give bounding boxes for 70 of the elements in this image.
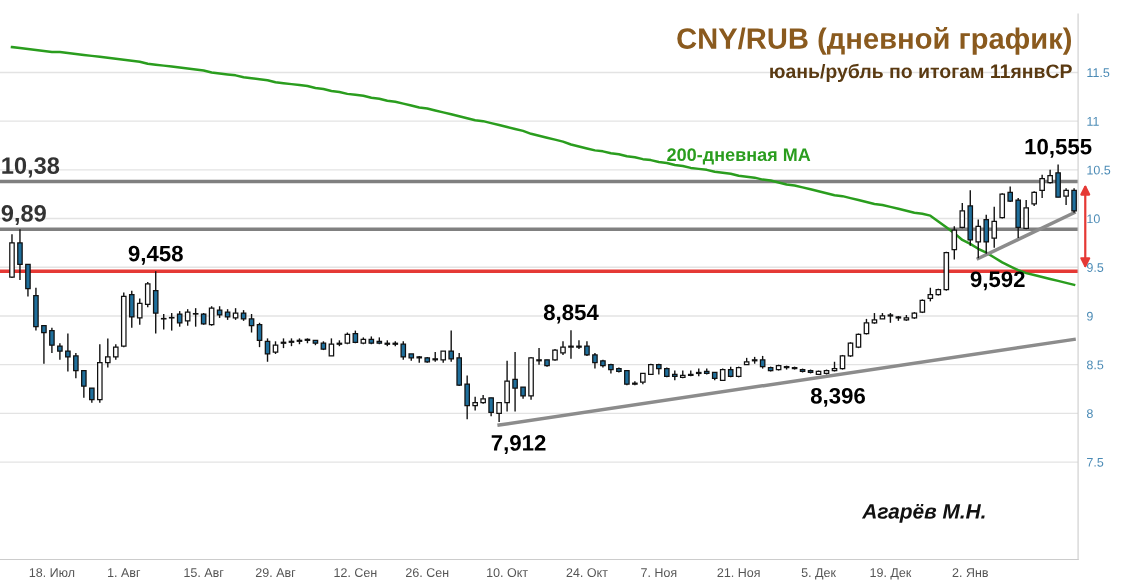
y-tick-label: 8 [1086, 409, 1093, 419]
candlestick [57, 342, 63, 361]
candlestick [81, 369, 87, 399]
candlestick [488, 397, 494, 418]
x-tick-label: 7. Ноя [641, 568, 677, 578]
series-label: 200-дневная MA [667, 148, 811, 165]
x-tick-label: 18. Июл [29, 568, 75, 578]
text: 7,912 [491, 435, 546, 454]
ref-line-label: 10,38 [2, 157, 60, 178]
candlestick [959, 202, 966, 229]
text: юань/рубль по итогам 11янвСР [770, 63, 1072, 83]
candlestick [65, 332, 71, 373]
candlestick [49, 326, 55, 354]
x-tick-label: 26. Сен [406, 568, 449, 578]
y-tick-label: 9.5 [1087, 263, 1104, 272]
candlestick [568, 329, 574, 360]
candlestick [576, 339, 582, 350]
candlestick [256, 322, 263, 348]
candlestick [1023, 199, 1029, 230]
x-tick-label: 5. Дек [801, 568, 836, 580]
candlestick [264, 337, 271, 363]
x-tick-label: 15. Авг [184, 568, 224, 578]
x-tick-label: 24. Окт [566, 568, 608, 578]
candlestick [144, 281, 151, 308]
x-tick-label: 19. Дек [870, 568, 912, 580]
candlestick [472, 396, 478, 412]
candlestick [152, 270, 159, 335]
candlestick [464, 374, 470, 420]
candlestick [951, 225, 958, 261]
text: 8,854 [543, 304, 599, 324]
annotation: Агарёв М.Н. [861, 504, 985, 523]
y-tick-label: 7.5 [1087, 458, 1104, 467]
x-tick-label: 12. Сен [334, 568, 377, 578]
text: 9,458 [128, 245, 183, 265]
chart-title: CNY/RUB (дневной график) [677, 26, 1072, 55]
candlestick [512, 351, 518, 413]
candlestick [192, 307, 199, 328]
y-tick-label: 10.5 [1087, 165, 1111, 175]
candlestick [975, 218, 982, 259]
x-tick-label: 10. Окт [487, 568, 528, 578]
candlestick [17, 228, 23, 281]
candlestick [991, 206, 998, 249]
candlestick [73, 352, 79, 380]
candlestick [1039, 174, 1045, 199]
text: 9,592 [970, 271, 1025, 291]
candlestick [504, 360, 510, 413]
candlestick [448, 329, 455, 363]
candlestick [496, 401, 502, 423]
text: 10,555 [1025, 138, 1092, 158]
candlestick [248, 313, 255, 334]
candlestick [41, 325, 47, 365]
y-tick-label: 10 [1087, 214, 1100, 224]
candlestick [1071, 187, 1077, 214]
ref-line-label: 9,89 [1, 204, 46, 226]
candlestick [400, 340, 407, 361]
candlestick [136, 297, 143, 326]
x-tick-label: 29. Авг [255, 568, 296, 578]
candlestick [128, 289, 135, 329]
candlestick [999, 192, 1006, 220]
x-tick-label: 21. Ноя [717, 568, 760, 578]
x-tick-label: 2. Янв [952, 568, 988, 577]
y-tick-label: 11 [1087, 117, 1099, 126]
candlestick [983, 213, 990, 255]
y-tick-label: 8.5 [1086, 360, 1104, 370]
x-tick-label: 1. Авг [108, 568, 141, 577]
y-tick-label: 9 [1087, 311, 1093, 321]
candlestick [536, 347, 542, 366]
text: 8,396 [810, 387, 865, 407]
y-tick-label: 11.5 [1087, 68, 1110, 78]
candlestick [104, 337, 111, 369]
